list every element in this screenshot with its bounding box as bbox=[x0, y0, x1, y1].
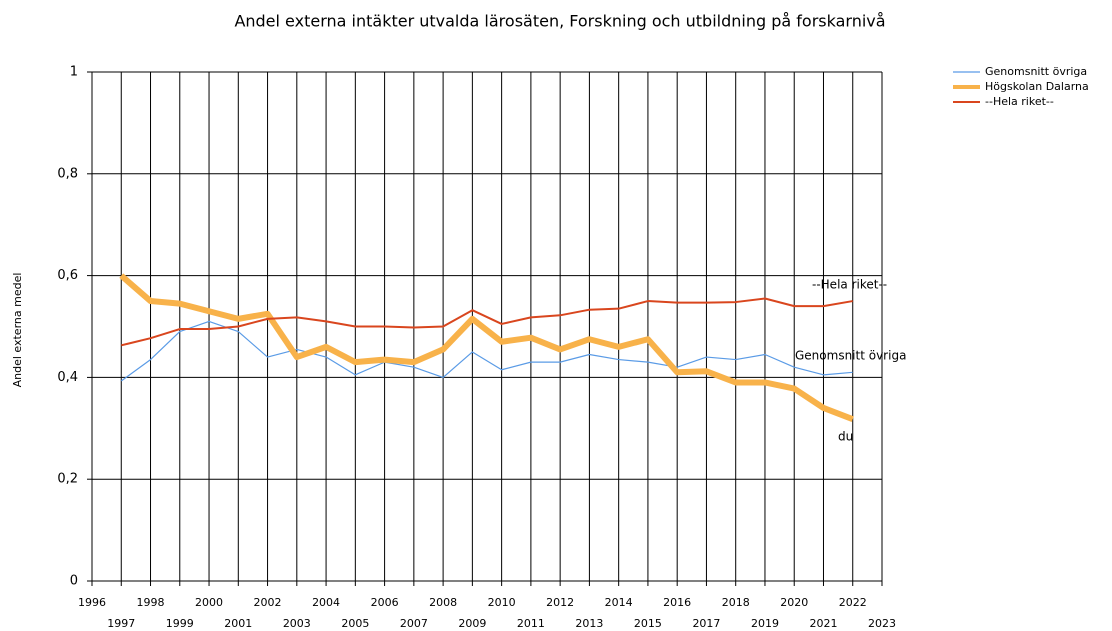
annotation: --Hela riket-- bbox=[812, 278, 887, 292]
x-tick-label: 2011 bbox=[517, 617, 545, 630]
series-line bbox=[120, 320, 853, 382]
x-tick-label: 1997 bbox=[107, 617, 135, 630]
x-tick-label: 2007 bbox=[400, 617, 428, 630]
y-tick-label: 1 bbox=[70, 65, 78, 80]
x-tick-label: 2021 bbox=[809, 617, 837, 630]
y-axis-label: Andel externa medel bbox=[11, 273, 24, 388]
y-tick-label: 0 bbox=[70, 574, 78, 589]
annotation: Genomsnitt övriga bbox=[795, 349, 906, 363]
y-tick-label: 0,2 bbox=[57, 472, 78, 487]
y-tick-label: 0,4 bbox=[57, 370, 78, 385]
x-tick-label: 2019 bbox=[751, 617, 779, 630]
x-tick-label: 2003 bbox=[283, 617, 311, 630]
legend-label: Genomsnitt övriga bbox=[985, 65, 1087, 78]
x-tick-label: 2012 bbox=[546, 596, 574, 609]
x-tick-label: 2002 bbox=[254, 596, 282, 609]
x-tick-label: 2023 bbox=[868, 617, 896, 630]
x-tick-label: 2000 bbox=[195, 596, 223, 609]
x-tick-label: 2013 bbox=[575, 617, 603, 630]
x-tick-label: 2006 bbox=[371, 596, 399, 609]
y-tick-label: 0,6 bbox=[57, 268, 78, 283]
x-tick-label: 1998 bbox=[137, 596, 165, 609]
annotation: du bbox=[838, 430, 853, 444]
x-tick-label: 2020 bbox=[780, 596, 808, 609]
x-tick-label: 1996 bbox=[78, 596, 106, 609]
x-tick-label: 2014 bbox=[605, 596, 633, 609]
series-line bbox=[119, 273, 854, 422]
x-tick-label: 2008 bbox=[429, 596, 457, 609]
chart-title: Andel externa intäkter utvalda lärosäten… bbox=[234, 12, 885, 31]
legend-label: --Hela riket-- bbox=[985, 95, 1054, 108]
y-tick-label: 0,8 bbox=[57, 166, 78, 181]
x-tick-label: 2004 bbox=[312, 596, 340, 609]
x-tick-label: 2016 bbox=[663, 596, 691, 609]
x-tick-label: 2009 bbox=[458, 617, 486, 630]
x-tick-label: 2001 bbox=[224, 617, 252, 630]
x-tick-label: 2010 bbox=[488, 596, 516, 609]
x-tick-label: 2015 bbox=[634, 617, 662, 630]
x-tick-label: 2017 bbox=[692, 617, 720, 630]
x-tick-label: 2005 bbox=[341, 617, 369, 630]
x-tick-label: 1999 bbox=[166, 617, 194, 630]
x-tick-label: 2018 bbox=[722, 596, 750, 609]
legend-label: Högskolan Dalarna bbox=[985, 80, 1089, 93]
x-tick-label: 2022 bbox=[839, 596, 867, 609]
series-line bbox=[121, 297, 853, 347]
